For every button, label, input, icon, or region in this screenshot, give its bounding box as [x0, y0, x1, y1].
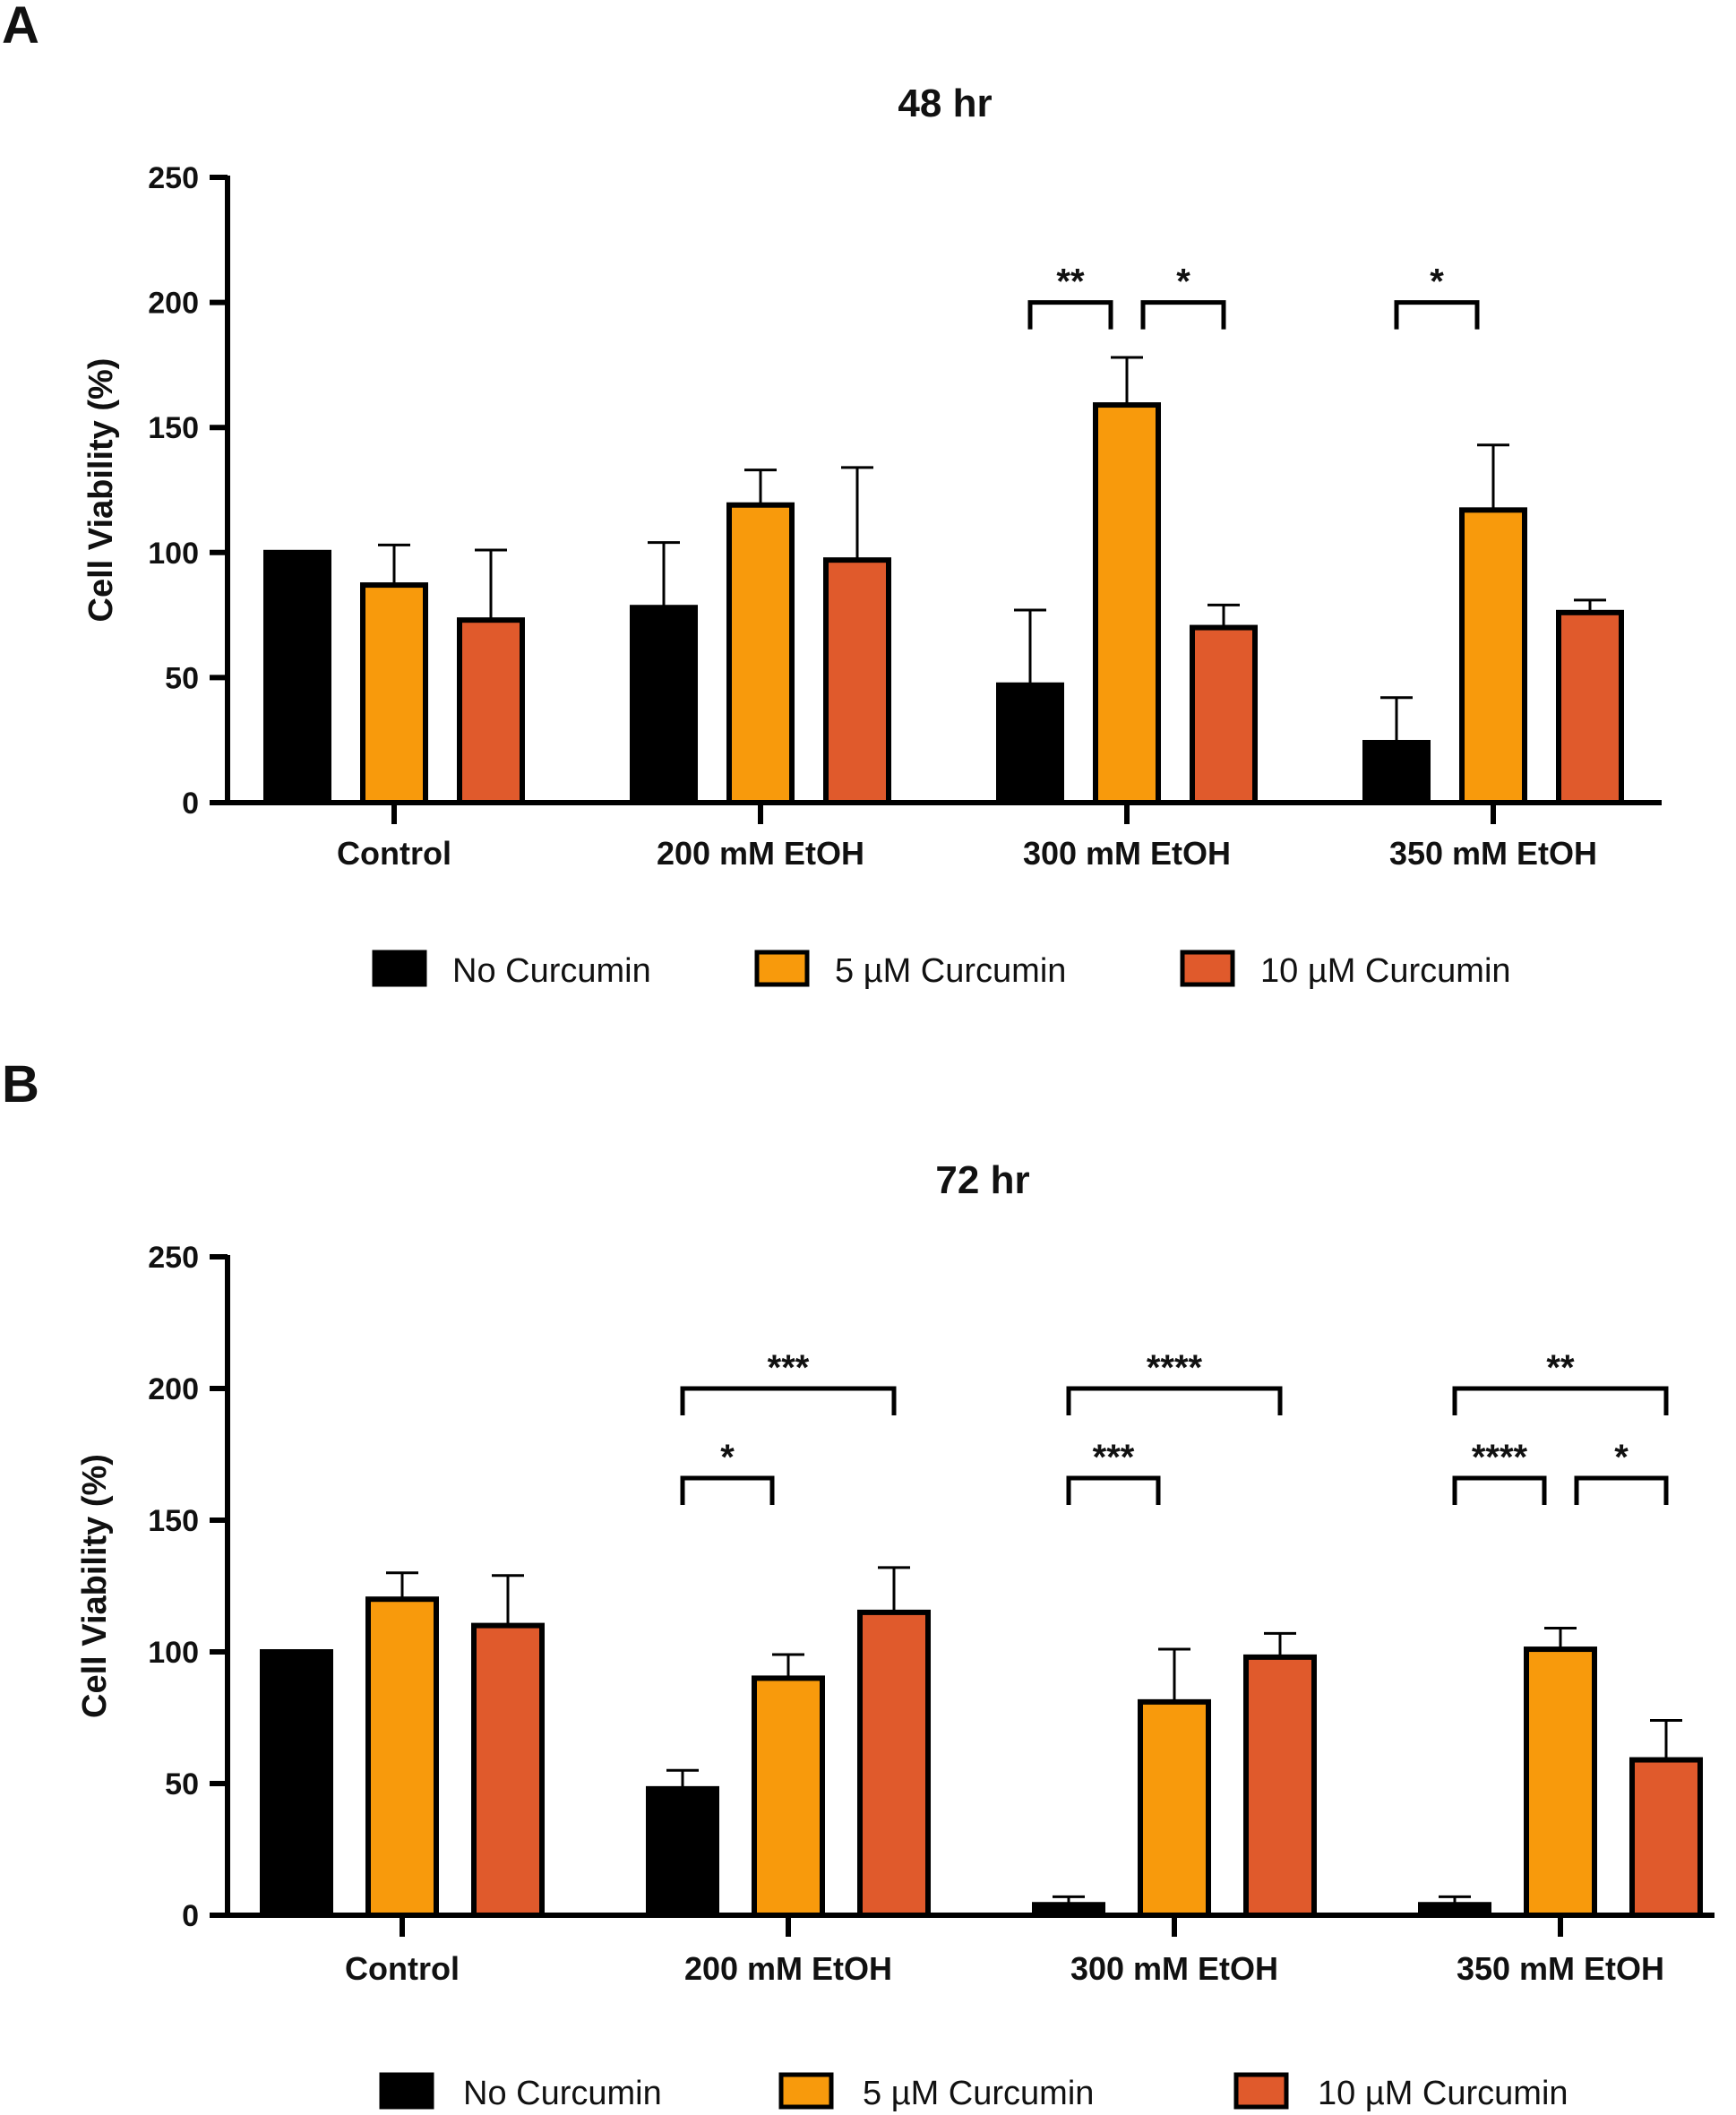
- bar: [1459, 507, 1527, 805]
- bar: [646, 1785, 719, 1918]
- bar: [823, 557, 891, 806]
- legend-label: 5 µM Curcumin: [835, 952, 1066, 990]
- legend-swatch: [778, 2072, 834, 2110]
- bar: [1629, 1757, 1703, 1919]
- legend-label: 10 µM Curcumin: [1260, 952, 1511, 990]
- legend-label: 5 µM Curcumin: [863, 2075, 1094, 2112]
- panel-letter-b: B: [2, 1055, 39, 1113]
- y-tick-label: 250: [148, 161, 199, 195]
- significance-bracket: [1452, 1386, 1669, 1415]
- y-tick-label: 50: [165, 1767, 199, 1801]
- y-axis-label-b: Cell Viability (%): [76, 1454, 114, 1718]
- bar: [260, 1649, 333, 1918]
- significance-label: ****: [1147, 1348, 1203, 1388]
- x-category-label: Control: [337, 835, 451, 872]
- bar: [1524, 1646, 1597, 1919]
- legend-label: No Curcumin: [463, 2075, 662, 2112]
- y-tick-label: 200: [148, 287, 199, 321]
- significance-label: **: [1546, 1348, 1575, 1388]
- bar: [360, 582, 428, 806]
- significance-label: *: [1614, 1438, 1629, 1477]
- y-tick-label: 100: [148, 537, 199, 571]
- legend-swatch: [372, 950, 427, 987]
- bar: [1362, 739, 1431, 806]
- x-category-label: 350 mM EtOH: [1389, 835, 1597, 872]
- bar: [726, 502, 795, 805]
- legend-swatch: [379, 2072, 434, 2110]
- bar: [1093, 402, 1161, 805]
- significance-bracket: [1140, 300, 1226, 330]
- significance-label: ***: [1093, 1438, 1135, 1477]
- significance-bracket: [680, 1475, 775, 1505]
- significance-bracket: [1452, 1475, 1547, 1505]
- x-category-label: 200 mM EtOH: [657, 835, 864, 872]
- bar: [471, 1622, 545, 1918]
- legend-swatch: [1180, 950, 1235, 987]
- x-category-label: 300 mM EtOH: [1023, 835, 1231, 872]
- y-axis-label-a: Cell Viability (%): [82, 358, 120, 623]
- significance-bracket: [1066, 1475, 1161, 1505]
- panel-b: B 72 hr Cell Viability (%) 0 50 100 150 200 2…: [2, 1055, 1715, 2112]
- legend-label: 10 µM Curcumin: [1318, 2075, 1568, 2112]
- bar: [857, 1609, 931, 1919]
- bar: [365, 1596, 439, 1918]
- plot-area-b: 0 50 100 150 200 250 Control 200 mM EtOH 300 mM …: [148, 1241, 1715, 2112]
- chart-title-48hr: 48 hr: [898, 82, 992, 125]
- y-tick-label: 250: [148, 1241, 199, 1275]
- panel-a: A 48 hr Cell Viability (%) 0 50 100 150 200 2…: [2, 0, 1662, 990]
- x-category-label: 350 mM EtOH: [1457, 1950, 1664, 1987]
- y-tick-label: 150: [148, 411, 199, 445]
- significance-label: **: [1056, 262, 1085, 302]
- chart-title-72hr: 72 hr: [935, 1158, 1029, 1202]
- significance-bracket: [1574, 1475, 1669, 1505]
- significance-bracket: [1027, 300, 1113, 330]
- significance-label: ****: [1472, 1438, 1528, 1477]
- bar: [457, 617, 525, 806]
- y-tick-label: 100: [148, 1636, 199, 1670]
- plot-area-a: 0 50 100 150 200 250 Control 200 mM EtOH 300 mM …: [148, 161, 1662, 990]
- significance-bracket: [680, 1386, 897, 1415]
- significance-bracket: [1394, 300, 1480, 330]
- bar: [1243, 1654, 1317, 1918]
- legend-swatch: [1233, 2072, 1289, 2110]
- legend-label: No Curcumin: [452, 952, 651, 990]
- significance-label: ***: [768, 1348, 810, 1388]
- significance-label: *: [720, 1438, 735, 1477]
- bar: [1138, 1698, 1211, 1918]
- bar: [752, 1675, 825, 1919]
- legend-swatch: [754, 950, 810, 987]
- significance-label: *: [1176, 262, 1190, 302]
- x-category-label: 200 mM EtOH: [684, 1950, 892, 1987]
- bar: [263, 549, 331, 805]
- y-tick-label: 0: [182, 1899, 199, 1933]
- y-tick-label: 150: [148, 1504, 199, 1538]
- y-tick-label: 0: [182, 787, 199, 821]
- bar: [1190, 624, 1258, 805]
- significance-label: *: [1430, 262, 1444, 302]
- y-tick-label: 200: [148, 1372, 199, 1406]
- y-tick-label: 50: [165, 661, 199, 695]
- bar: [630, 605, 698, 805]
- x-category-label: 300 mM EtOH: [1070, 1950, 1278, 1987]
- bar: [1556, 609, 1624, 805]
- x-category-label: Control: [345, 1950, 460, 1987]
- significance-bracket: [1066, 1386, 1283, 1415]
- bar: [996, 682, 1064, 805]
- panel-letter-a: A: [2, 0, 39, 55]
